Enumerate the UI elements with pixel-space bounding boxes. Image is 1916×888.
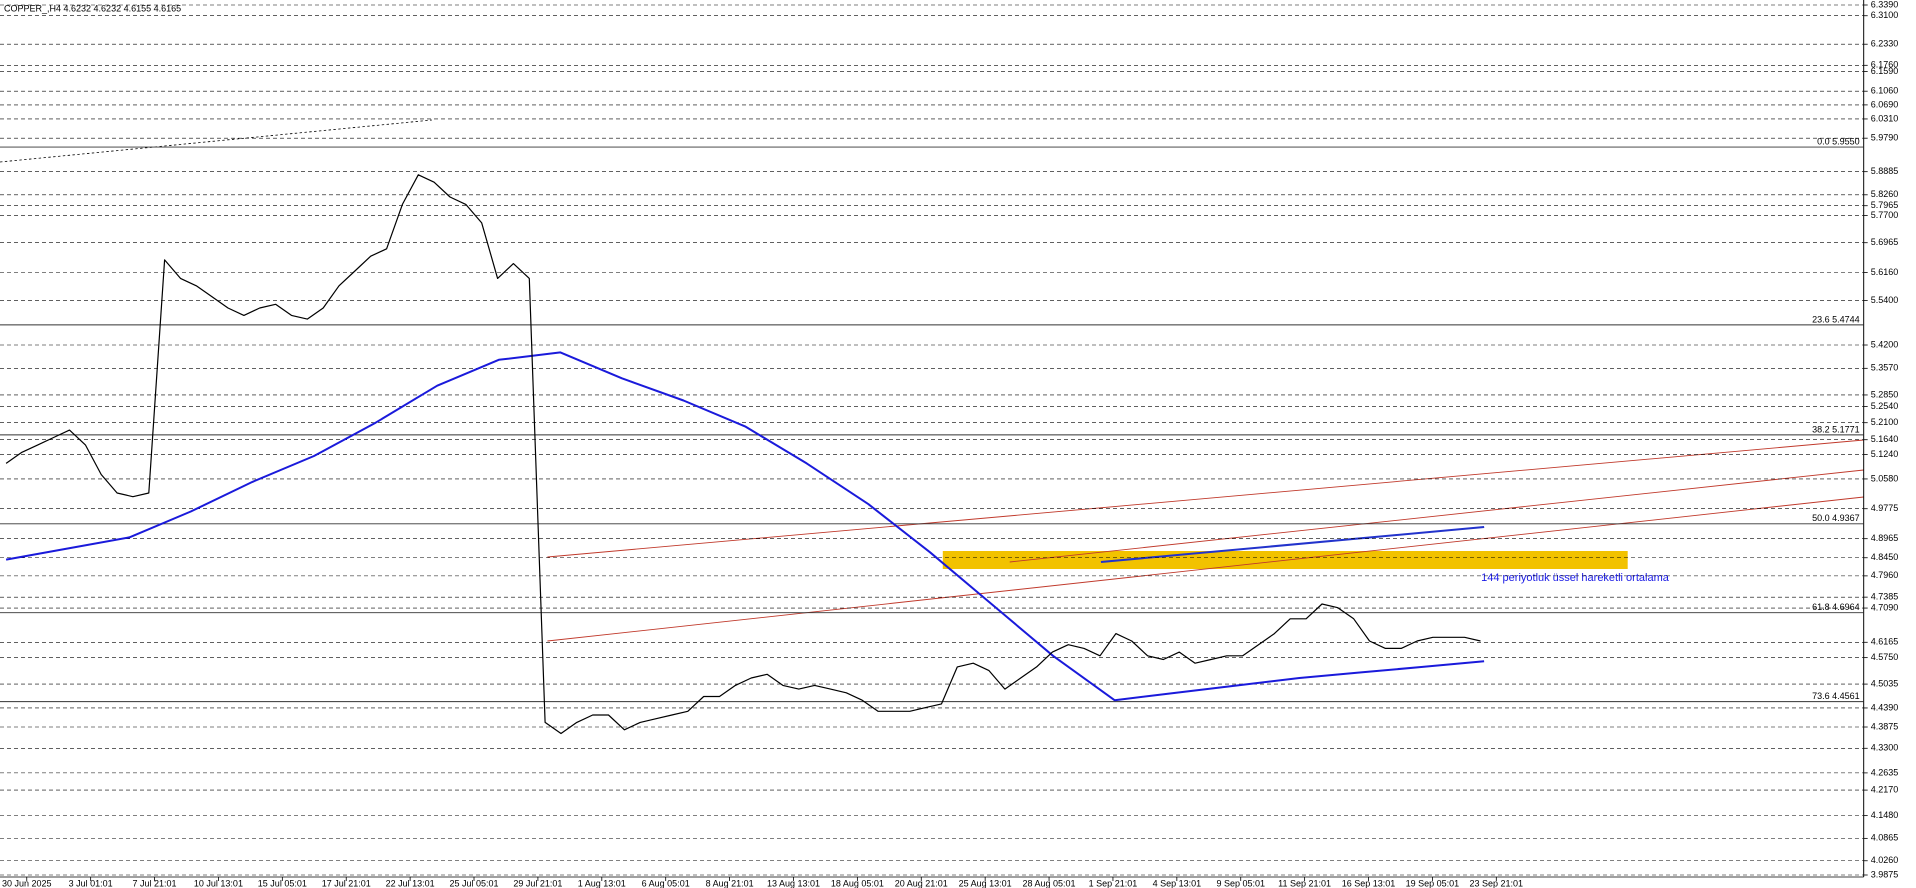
y-tick-label: 5.6160: [1871, 267, 1899, 277]
fib-label: 23.6 5.4744: [1812, 314, 1860, 324]
y-tick-label: 6.2330: [1871, 39, 1899, 49]
x-tick-label: 30 Jun 2025: [2, 878, 52, 888]
y-tick-label: 5.1240: [1871, 449, 1899, 459]
y-tick-label: 4.5750: [1871, 652, 1899, 662]
y-tick-label: 5.0580: [1871, 473, 1899, 483]
x-tick-label: 15 Jul 05:01: [258, 878, 307, 888]
y-tick-label: 4.5035: [1871, 678, 1899, 688]
x-tick-label: 10 Jul 13:01: [194, 878, 243, 888]
y-tick-label: 6.0310: [1871, 113, 1899, 123]
y-tick-label: 4.3300: [1871, 743, 1899, 753]
y-tick-label: 4.7385: [1871, 592, 1899, 602]
x-tick-label: 9 Sep 05:01: [1216, 878, 1265, 888]
y-tick-label: 6.1060: [1871, 86, 1899, 96]
x-tick-label: 11 Sep 21:01: [1278, 878, 1331, 888]
y-tick-label: 4.4390: [1871, 702, 1899, 712]
y-tick-label: 5.8885: [1871, 166, 1899, 176]
y-tick-label: 4.8965: [1871, 533, 1899, 543]
x-tick-label: 18 Aug 05:01: [831, 878, 884, 888]
y-tick-label: 5.9790: [1871, 133, 1899, 143]
y-tick-label: 5.2850: [1871, 389, 1899, 399]
y-tick-label: 4.2635: [1871, 767, 1899, 777]
y-tick-label: 4.0865: [1871, 833, 1899, 843]
y-tick-label: 6.1760: [1871, 60, 1899, 70]
y-tick-label: 4.7960: [1871, 570, 1899, 580]
y-tick-label: 4.7090: [1871, 602, 1899, 612]
x-tick-label: 8 Aug 21:01: [706, 878, 754, 888]
y-tick-label: 5.7700: [1871, 210, 1899, 220]
y-tick-label: 5.1640: [1871, 434, 1899, 444]
x-tick-label: 28 Aug 05:01: [1023, 878, 1076, 888]
y-tick-label: 6.0690: [1871, 99, 1899, 109]
y-tick-label: 4.6165: [1871, 637, 1899, 647]
series-line: [5, 351, 1485, 702]
fib-label: 73.6 4.4561: [1812, 691, 1860, 701]
x-tick-label: 1 Aug 13:01: [578, 878, 626, 888]
channel-line: [547, 496, 1864, 642]
y-tick-label: 5.2540: [1871, 401, 1899, 411]
y-tick-label: 4.3875: [1871, 721, 1899, 731]
x-tick-label: 25 Jul 05:01: [449, 878, 498, 888]
annotation: 144 periyotluk üssel hareketli ortalama: [1481, 572, 1670, 584]
y-tick-label: 4.2170: [1871, 784, 1899, 794]
fib-label: 38.2 5.1771: [1812, 424, 1860, 434]
trend-line: [0, 119, 432, 163]
series-line: [5, 174, 1481, 735]
y-tick-label: 5.6965: [1871, 237, 1899, 247]
x-tick-label: 3 Jul 01:01: [69, 878, 113, 888]
channel-line: [547, 439, 1864, 558]
support-line: [1100, 526, 1485, 563]
y-tick-label: 4.1480: [1871, 810, 1899, 820]
y-tick-label: 5.8260: [1871, 189, 1899, 199]
y-tick-label: 4.0260: [1871, 855, 1899, 865]
x-tick-label: 6 Aug 05:01: [642, 878, 690, 888]
y-tick-label: 4.9775: [1871, 503, 1899, 513]
x-tick-label: 4 Sep 13:01: [1153, 878, 1202, 888]
fib-label: 61.8 4.6964: [1812, 602, 1860, 612]
x-tick-label: 29 Jul 21:01: [513, 878, 562, 888]
x-tick-label: 17 Jul 21:01: [322, 878, 371, 888]
y-tick-label: 3.9875: [1871, 869, 1899, 879]
x-tick-label: 19 Sep 05:01: [1406, 878, 1460, 888]
x-tick-label: 20 Aug 21:01: [895, 878, 948, 888]
y-tick-label: 5.5400: [1871, 295, 1899, 305]
y-tick-label: 6.1590: [1871, 66, 1899, 76]
y-tick-label: 4.8450: [1871, 552, 1899, 562]
x-tick-label: 13 Aug 13:01: [767, 878, 820, 888]
y-tick-label: 6.3100: [1871, 10, 1899, 20]
x-tick-label: 1 Sep 21:01: [1089, 878, 1138, 888]
x-tick-label: 22 Jul 13:01: [386, 878, 435, 888]
channel-line: [1009, 469, 1864, 563]
x-tick-label: 7 Jul 21:01: [133, 878, 177, 888]
x-tick-label: 23 Sep 21:01: [1470, 878, 1524, 888]
fib-label: 0.0 5.9550: [1817, 136, 1860, 146]
y-tick-label: 5.2100: [1871, 417, 1899, 427]
x-tick-label: 16 Sep 13:01: [1342, 878, 1396, 888]
y-tick-label: 5.4200: [1871, 339, 1899, 349]
drawings: [0, 0, 1865, 878]
chart-title: COPPER_,H4 4.6232 4.6232 4.6155 4.6165: [4, 3, 181, 13]
y-tick-label: 5.7965: [1871, 200, 1899, 210]
y-tick-label: 5.3570: [1871, 363, 1899, 373]
x-tick-label: 25 Aug 13:01: [959, 878, 1012, 888]
y-tick-label: 6.3390: [1871, 0, 1899, 9]
fib-label: 50.0 4.9367: [1812, 513, 1860, 523]
